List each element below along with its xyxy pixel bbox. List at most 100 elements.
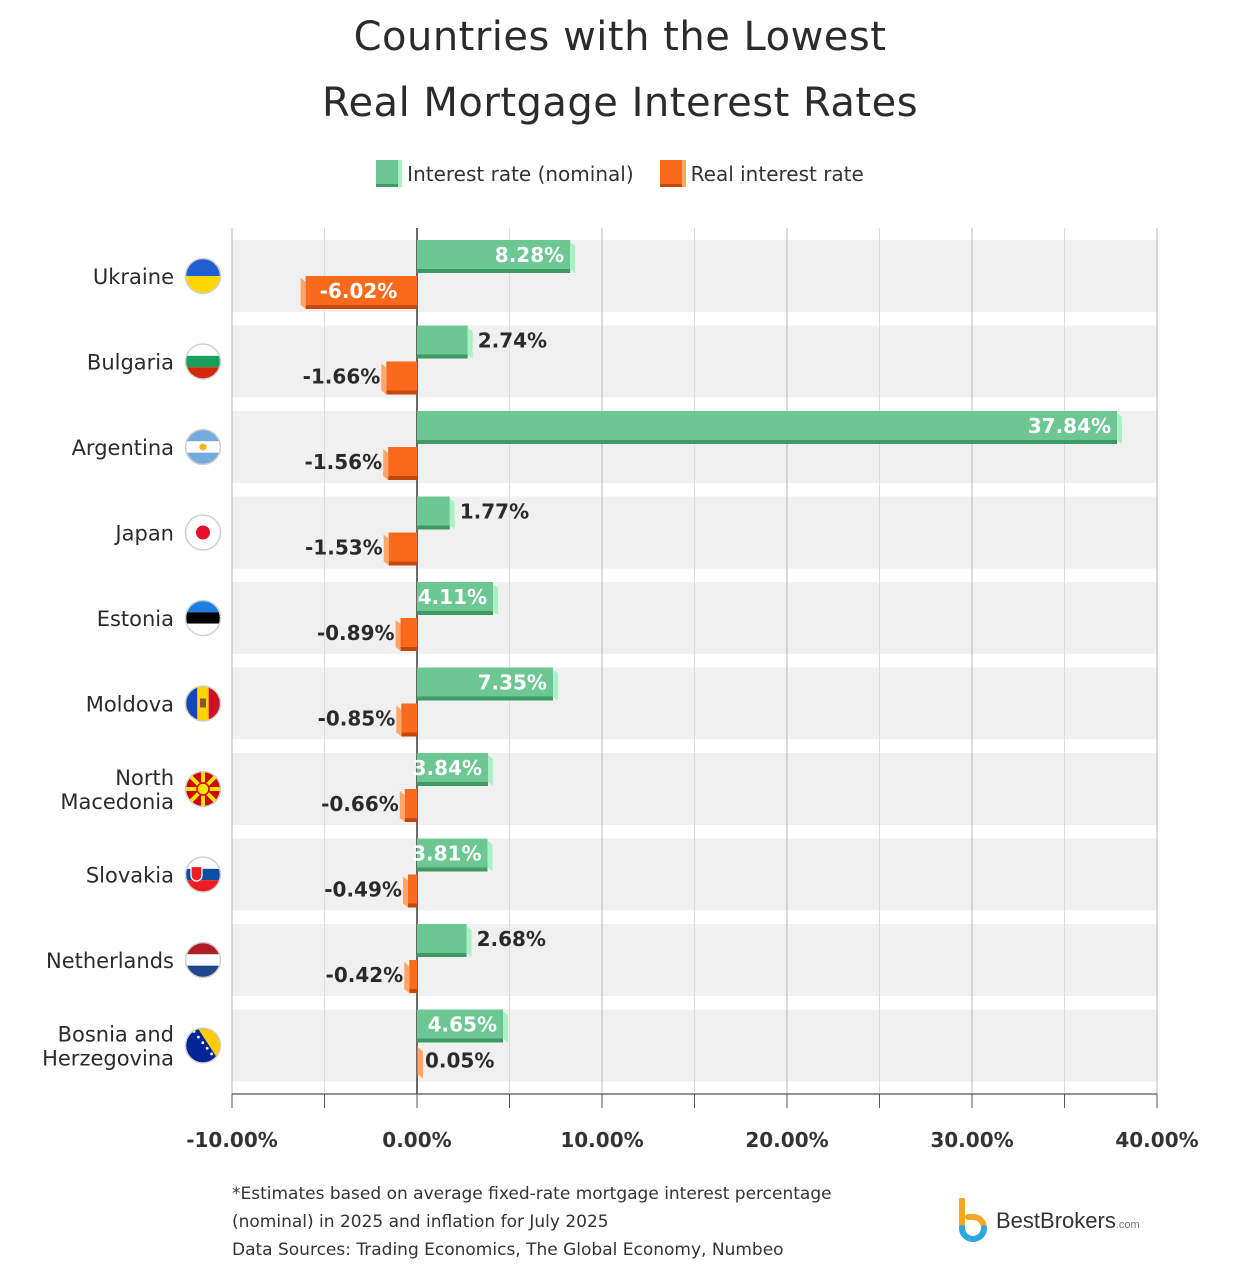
legend-item-real: Real interest rate xyxy=(659,160,864,187)
bar-side-cap xyxy=(552,669,558,701)
category-label: Moldova xyxy=(86,693,174,717)
real-bar xyxy=(305,276,417,305)
real-data-label: -1.66% xyxy=(303,365,381,389)
nominal-data-label: 8.28% xyxy=(495,243,564,267)
nominal-bar xyxy=(417,753,489,782)
category-label: Slovakia xyxy=(86,864,174,888)
nominal-data-label: 4.65% xyxy=(428,1013,497,1037)
bar-side-cap xyxy=(404,962,410,993)
bar-bottom-edge xyxy=(417,611,494,615)
flag-stripe xyxy=(186,344,220,356)
bar-bottom-edge xyxy=(417,440,1118,444)
x-tick-label: 0.00% xyxy=(382,1128,451,1152)
nominal-bar xyxy=(417,240,571,269)
x-tick-label: 10.00% xyxy=(560,1128,643,1152)
real-data-label: -0.42% xyxy=(326,963,404,987)
flag-star xyxy=(201,1041,205,1045)
flag-stripe xyxy=(186,367,220,379)
japan-flag-icon xyxy=(184,514,222,551)
legend-swatch-nominal xyxy=(376,160,399,187)
bar-bottom-edge xyxy=(401,732,417,737)
real-data-label: 0.05% xyxy=(425,1049,494,1073)
real-bar xyxy=(417,1045,418,1075)
flag-stripe xyxy=(186,857,220,869)
real-bar xyxy=(386,361,417,391)
nominal-bar xyxy=(417,924,467,953)
flag-star xyxy=(197,1035,200,1039)
real-bar xyxy=(401,703,417,733)
argentina-flag-icon xyxy=(184,428,222,466)
legend-label-real: Real interest rate xyxy=(690,161,864,186)
real-data-label: -1.56% xyxy=(304,450,382,474)
bar-side-cap xyxy=(467,327,473,359)
nominal-bar xyxy=(417,411,1118,440)
bar-bottom-edge xyxy=(404,818,417,822)
bar-bottom-edge xyxy=(400,647,417,651)
bar-side-cap xyxy=(570,242,576,273)
bar-bottom-edge xyxy=(417,953,467,957)
nominal-data-label: 3.84% xyxy=(413,756,482,780)
real-data-label: -6.02% xyxy=(320,279,398,303)
flag-stripe xyxy=(186,601,220,613)
bar-bottom-edge xyxy=(417,354,468,359)
category-label: Macedonia xyxy=(60,790,174,814)
flag-border xyxy=(184,428,222,466)
bar-bottom-edge xyxy=(417,696,553,701)
bar-bottom-edge xyxy=(417,525,450,530)
category-label: Bulgaria xyxy=(87,351,174,375)
bar-side-cap xyxy=(399,791,405,822)
flag-border xyxy=(184,343,222,380)
flag-stripe xyxy=(186,965,220,977)
footnote-line-2: (nominal) in 2025 and inflation for July… xyxy=(232,1212,609,1232)
bar-side-cap xyxy=(493,584,499,615)
flag-body xyxy=(186,515,220,550)
category-label: Herzegovina xyxy=(42,1047,174,1071)
nominal-data-label: 2.74% xyxy=(478,329,547,353)
bar-side-cap xyxy=(395,620,401,651)
flag-body xyxy=(186,857,220,892)
chart-title-line-1: Countries with the Lowest xyxy=(353,14,887,60)
bar-side-cap xyxy=(488,755,494,786)
flag-border xyxy=(184,941,222,979)
flag-stripe xyxy=(186,276,220,293)
flag-stripe xyxy=(186,259,220,276)
bar-bottom-edge xyxy=(386,390,417,395)
flag-border xyxy=(184,770,222,808)
x-tick-label: 30.00% xyxy=(930,1128,1013,1152)
bar-side-cap xyxy=(417,1047,423,1079)
bar-bottom-edge xyxy=(417,1074,418,1079)
netherlands-flag-icon xyxy=(184,941,222,979)
x-tick-label: 40.00% xyxy=(1115,1128,1198,1152)
flag-sun xyxy=(199,443,207,451)
x-tick-label: 20.00% xyxy=(745,1128,828,1152)
category-label: Japan xyxy=(113,522,174,546)
flag-stripe xyxy=(186,430,220,442)
bar-side-cap xyxy=(300,278,306,309)
flag-body xyxy=(186,686,220,721)
nominal-bar xyxy=(417,496,450,526)
flag-stripe xyxy=(208,686,220,721)
bar-side-cap xyxy=(396,705,402,737)
nominal-bar xyxy=(417,838,488,868)
bar-bottom-edge xyxy=(388,561,417,566)
flag-border xyxy=(184,514,222,551)
footnote-line-1: *Estimates based on average fixed-rate m… xyxy=(232,1184,832,1204)
bar-bottom-edge xyxy=(417,782,489,786)
legend-label-nominal: Interest rate (nominal) xyxy=(407,161,634,186)
flag-body xyxy=(186,344,220,379)
flag-disc xyxy=(196,525,210,540)
flag-stripe xyxy=(186,355,220,368)
bosnia-flag-icon xyxy=(184,1027,222,1064)
chart-legend: Interest rate (nominal) Real interest ra… xyxy=(0,160,1240,187)
real-bar xyxy=(407,874,417,904)
bar-side-cap xyxy=(383,449,389,480)
nominal-bar xyxy=(417,582,494,611)
flag-border xyxy=(184,599,222,637)
nominal-bar xyxy=(417,1009,504,1039)
bestbrokers-logo-icon xyxy=(959,1198,987,1242)
x-tick-label: -10.00% xyxy=(186,1128,278,1152)
nominal-data-label: 1.77% xyxy=(460,500,529,524)
bar-side-cap xyxy=(383,534,389,566)
ukraine-flag-icon xyxy=(184,257,222,295)
flag-body xyxy=(186,1028,220,1063)
